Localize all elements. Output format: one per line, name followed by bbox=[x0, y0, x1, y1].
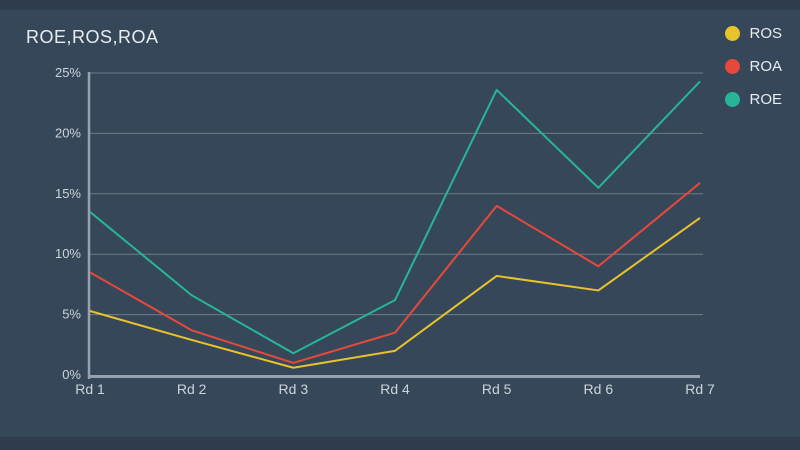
series-line-roe bbox=[89, 80, 701, 355]
x-axis-label: Rd 7 bbox=[685, 381, 715, 397]
legend-roe-swatch-icon bbox=[725, 92, 741, 107]
y-axis-label: 25% bbox=[55, 65, 81, 80]
x-axis-label: Rd 1 bbox=[75, 381, 105, 397]
x-axis-label: Rd 5 bbox=[482, 381, 512, 397]
y-axis-label: 15% bbox=[55, 186, 81, 201]
legend-item-roe[interactable]: ROE bbox=[725, 91, 782, 108]
legend-roa-label: ROA bbox=[749, 58, 782, 75]
bottom-bar bbox=[0, 437, 800, 450]
x-axis-label: Rd 3 bbox=[279, 381, 309, 397]
x-axis-label: Rd 2 bbox=[177, 381, 207, 397]
legend-ros-swatch-icon bbox=[725, 26, 741, 41]
legend: ROS ROA ROE bbox=[725, 25, 782, 108]
legend-ros-label: ROS bbox=[749, 25, 782, 42]
legend-roe-label: ROE bbox=[749, 91, 782, 108]
y-axis-label: 5% bbox=[62, 307, 81, 322]
x-axis-label: Rd 4 bbox=[380, 381, 410, 397]
series-line-ros bbox=[89, 217, 701, 369]
legend-roa-swatch-icon bbox=[725, 59, 741, 74]
y-axis-label: 10% bbox=[55, 246, 81, 261]
legend-item-roa[interactable]: ROA bbox=[725, 58, 782, 75]
y-axis-label: 20% bbox=[55, 125, 81, 140]
x-axis-label: Rd 6 bbox=[584, 381, 614, 397]
chart-title: ROE,ROS,ROA bbox=[26, 27, 159, 47]
series-line-roa bbox=[89, 182, 701, 364]
legend-item-ros[interactable]: ROS bbox=[725, 25, 782, 42]
y-axis-label: 0% bbox=[62, 367, 81, 382]
top-bar bbox=[0, 0, 800, 10]
